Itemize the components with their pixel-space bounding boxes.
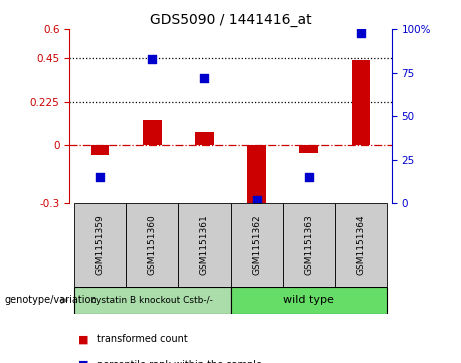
Bar [230, 287, 387, 314]
Text: GSM1151364: GSM1151364 [356, 215, 365, 276]
Point [253, 197, 260, 203]
Point [149, 56, 156, 62]
Text: genotype/variation: genotype/variation [5, 295, 97, 305]
Text: percentile rank within the sample: percentile rank within the sample [97, 360, 262, 363]
Bar [91, 145, 110, 155]
Bar [126, 203, 178, 287]
Text: cystatin B knockout Cstb-/-: cystatin B knockout Cstb-/- [91, 296, 213, 305]
Bar [143, 120, 161, 145]
Point [201, 75, 208, 81]
Text: wild type: wild type [283, 295, 334, 305]
Bar [74, 287, 230, 314]
Text: GSM1151360: GSM1151360 [148, 215, 157, 276]
Bar [230, 203, 283, 287]
Text: GSM1151362: GSM1151362 [252, 215, 261, 276]
Title: GDS5090 / 1441416_at: GDS5090 / 1441416_at [150, 13, 311, 26]
Bar [300, 145, 318, 153]
Point [97, 174, 104, 180]
Bar [178, 203, 230, 287]
Text: GSM1151361: GSM1151361 [200, 215, 209, 276]
Text: ■: ■ [78, 360, 89, 363]
Point [305, 174, 312, 180]
Bar [195, 132, 213, 145]
Text: ■: ■ [78, 334, 89, 344]
Bar [352, 60, 370, 145]
Bar [283, 203, 335, 287]
Text: transformed count: transformed count [97, 334, 188, 344]
Bar [248, 145, 266, 207]
Point [357, 30, 364, 36]
Text: GSM1151359: GSM1151359 [96, 215, 105, 276]
Text: GSM1151363: GSM1151363 [304, 215, 313, 276]
Bar [74, 203, 126, 287]
Bar [335, 203, 387, 287]
